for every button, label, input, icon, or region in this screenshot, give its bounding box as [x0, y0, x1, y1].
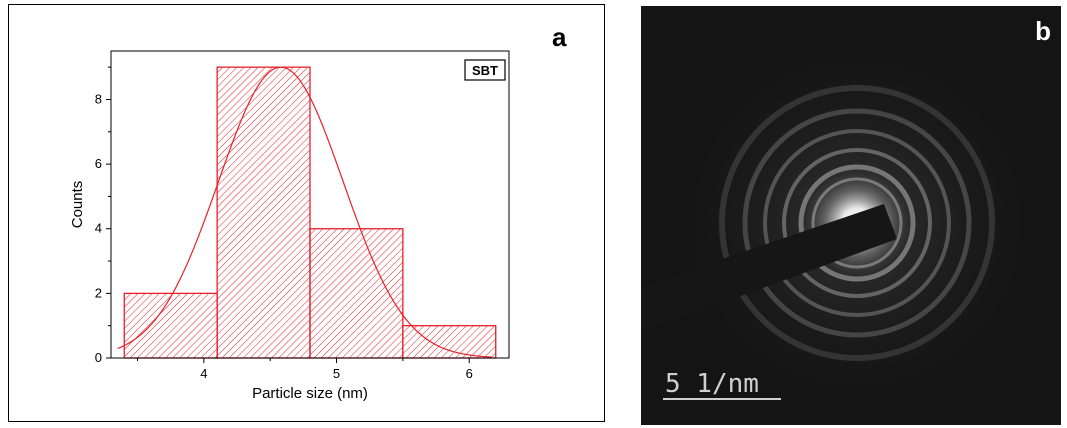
histogram-bar	[216, 66, 311, 359]
legend: SBT	[464, 59, 506, 81]
gaussian-fit-curve	[117, 66, 492, 358]
y-tick-label: 0	[95, 350, 102, 365]
panel-b-diffraction-image: 5 1/nm	[641, 6, 1061, 425]
histogram-bar	[309, 228, 404, 359]
y-tick-label: 2	[95, 285, 102, 300]
panel-a-label: a	[552, 22, 567, 52]
x-axis-label: Particle size (nm)	[252, 385, 368, 402]
y-axis-label: Counts	[69, 181, 86, 229]
panel-a-frame: 4 5 6 0 2 4 6 8 Particle size (nm) Counts SBT	[8, 4, 605, 422]
histogram-chart: 4 5 6 0 2 4 6 8 Particle size (nm) Counts SBT	[69, 50, 510, 402]
diffraction-pattern: 5 1/nm	[641, 6, 1061, 425]
x-tick-label: 4	[200, 366, 207, 381]
y-tick-label: 8	[95, 91, 102, 106]
plot-area-frame	[110, 50, 510, 359]
scale-bar-label: 5 1/nm	[665, 369, 759, 399]
histogram-bar	[402, 325, 497, 359]
x-tick-label: 6	[466, 366, 473, 381]
y-tick-label: 6	[95, 156, 102, 171]
x-tick-label: 5	[333, 366, 340, 381]
panel-b-label: b	[1035, 16, 1051, 46]
beam-stopper	[641, 204, 897, 333]
histogram-bar	[123, 292, 218, 359]
y-tick-label: 4	[95, 221, 102, 236]
legend-label: SBT	[472, 63, 498, 78]
